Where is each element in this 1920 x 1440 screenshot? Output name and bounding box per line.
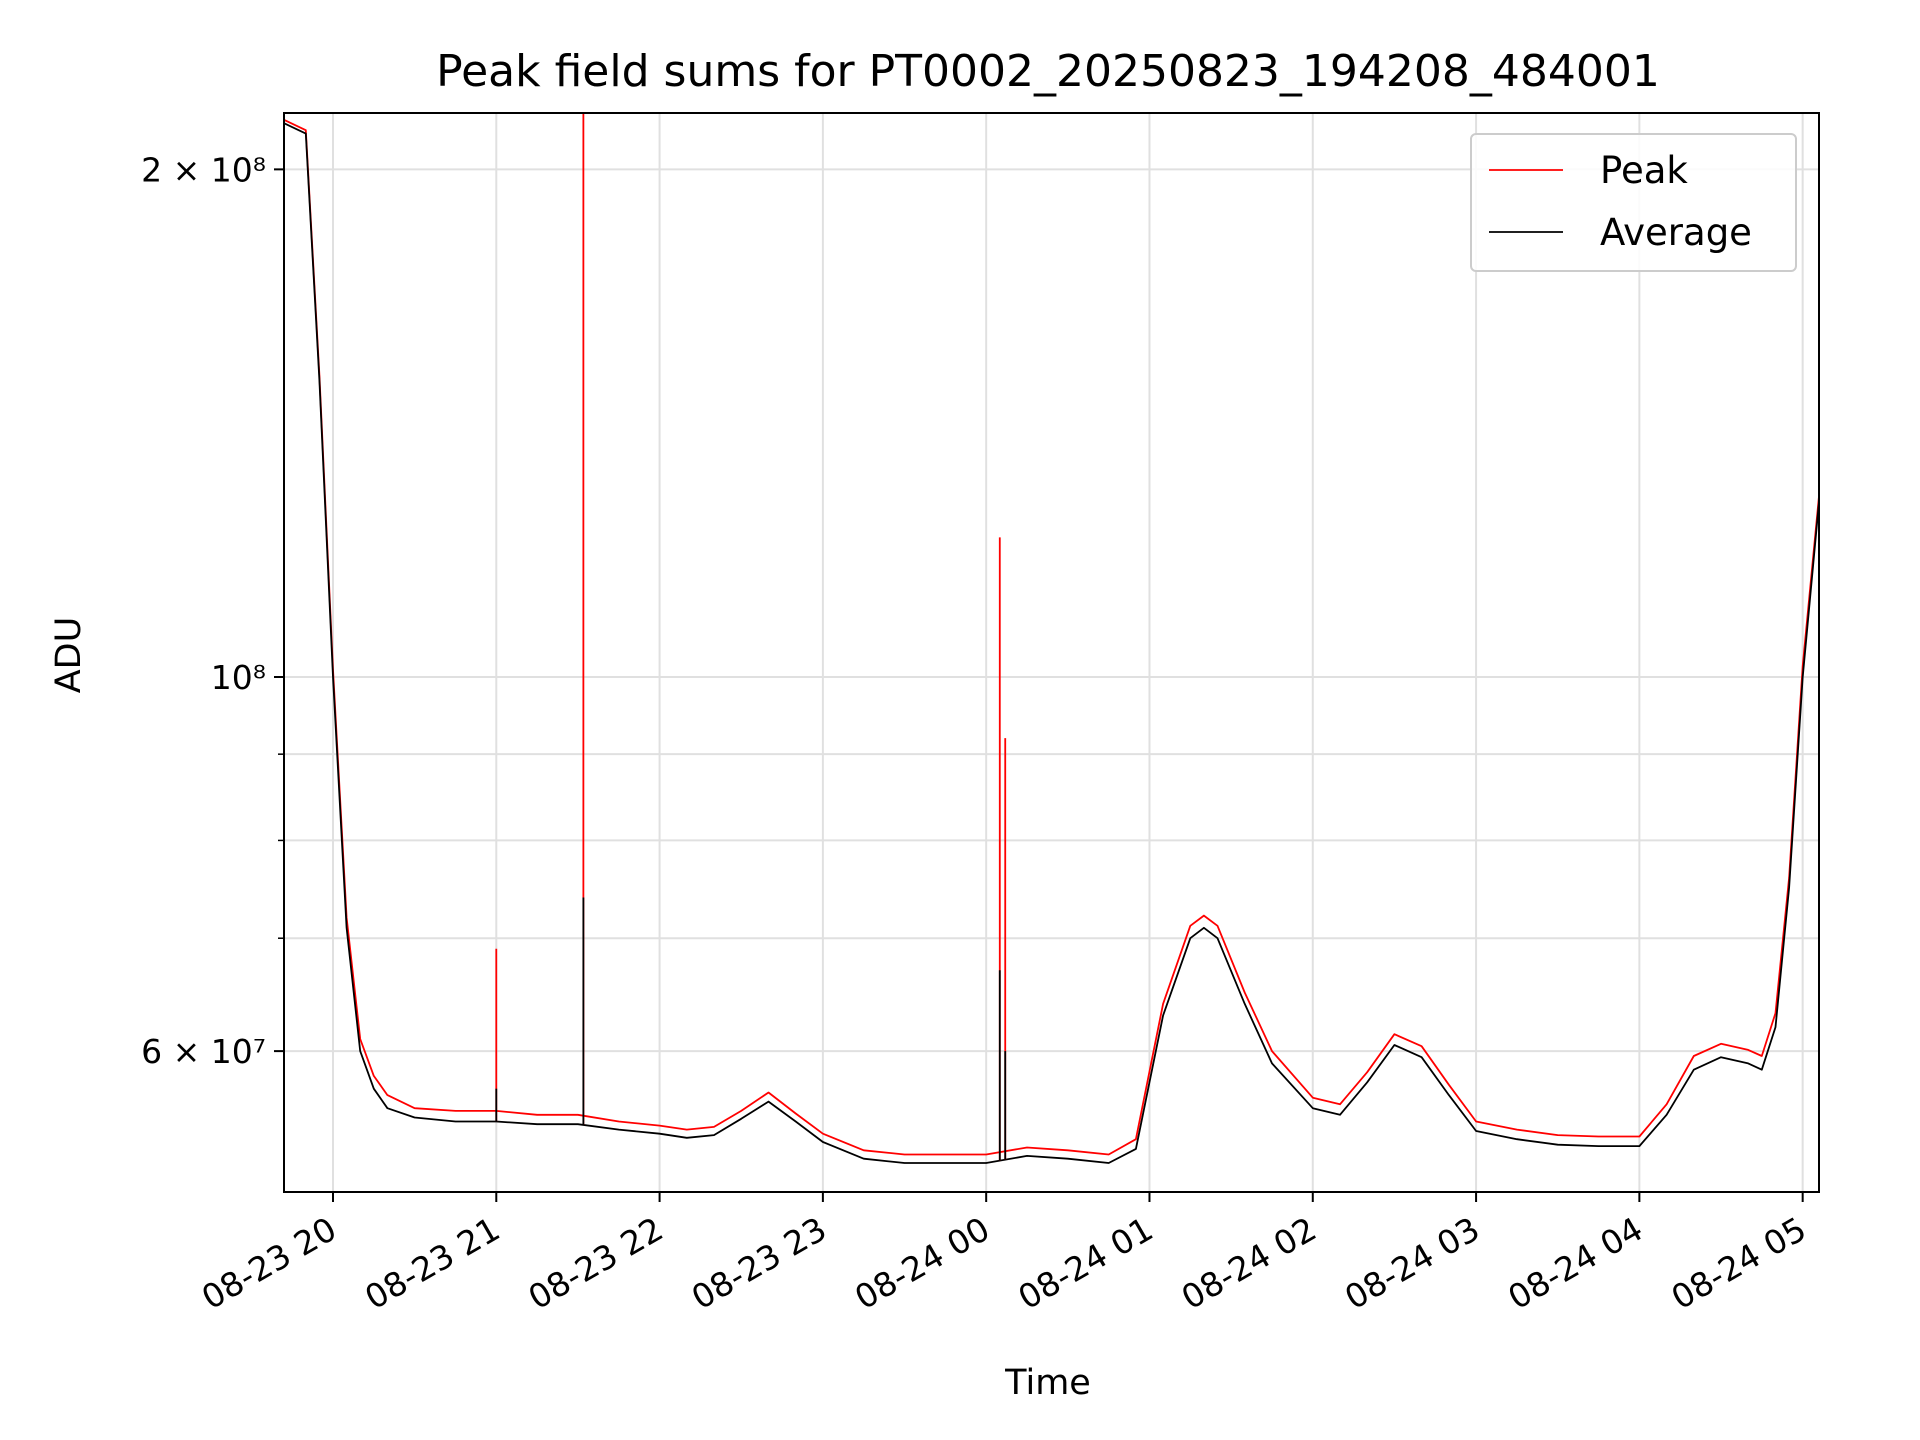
series-layer [283, 113, 1820, 1164]
series-line-average [283, 122, 1820, 1164]
legend-box [1470, 133, 1797, 272]
y-axis-label: ADU [49, 617, 89, 694]
y-tick-label: 10⁸ [211, 658, 266, 697]
legend-label-average: Average [1600, 211, 1752, 254]
legend-label-peak: Peak [1600, 149, 1688, 192]
legend: Peak Average [1470, 133, 1797, 272]
y-tick-label: 6 × 10⁷ [141, 1032, 266, 1071]
y-tick-label: 2 × 10⁸ [141, 150, 266, 189]
x-axis-label: Time [1004, 1363, 1091, 1403]
plot-frame [283, 112, 1820, 1193]
chart-title: Peak field sums for PT0002_20250823_1942… [436, 46, 1660, 97]
series-line-peak [283, 118, 1820, 1156]
